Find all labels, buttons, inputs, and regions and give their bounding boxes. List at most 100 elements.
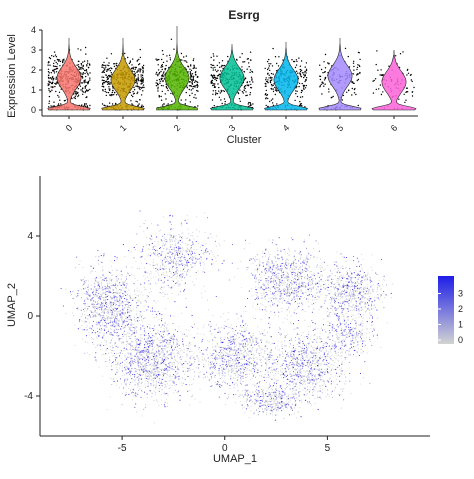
umap-point <box>133 257 134 258</box>
umap-point <box>125 378 126 379</box>
violin-jitter-point <box>193 77 194 78</box>
umap-point <box>142 251 143 252</box>
umap-point <box>122 375 123 376</box>
umap-point <box>132 300 133 301</box>
umap-point <box>157 250 158 251</box>
violin-jitter-point <box>166 55 167 56</box>
violin-jitter-point <box>54 72 55 73</box>
umap-point <box>102 324 103 325</box>
umap-point <box>158 241 159 242</box>
umap-point <box>124 350 125 351</box>
violin-jitter-point <box>88 74 89 75</box>
violin-jitter-point <box>106 58 107 59</box>
violin-jitter-point <box>111 72 112 73</box>
umap-point <box>152 239 153 240</box>
umap-point <box>172 215 173 216</box>
umap-point <box>178 363 179 364</box>
violin-jitter-point <box>413 87 414 88</box>
umap-point <box>185 250 186 251</box>
violin-jitter-point <box>220 92 221 93</box>
violin-jitter-point <box>325 67 326 68</box>
umap-point <box>239 355 240 356</box>
umap-point <box>259 347 260 348</box>
umap-point <box>112 355 113 356</box>
umap-point <box>182 254 183 255</box>
umap-point <box>156 400 157 401</box>
umap-point <box>169 367 170 368</box>
umap-point <box>145 375 146 376</box>
umap-point <box>76 257 77 258</box>
umap-point <box>138 376 139 377</box>
violin-jitter-point <box>189 81 190 82</box>
umap-point <box>128 354 129 355</box>
umap-point <box>108 310 109 311</box>
umap-point <box>122 296 123 297</box>
umap-point <box>117 293 118 294</box>
umap-point <box>102 302 103 303</box>
violin-jitter-point <box>171 39 172 40</box>
umap-point <box>242 320 243 321</box>
umap-point <box>137 344 138 345</box>
umap-point <box>107 292 108 293</box>
umap-point <box>236 313 237 314</box>
violin-jitter-point <box>112 90 113 91</box>
umap-point <box>259 375 260 376</box>
umap-point <box>159 350 160 351</box>
umap-point <box>145 364 146 365</box>
umap-point <box>165 261 166 262</box>
umap-point <box>125 295 126 296</box>
violin-jitter-point <box>402 51 403 52</box>
umap-point <box>106 281 107 282</box>
umap-point <box>113 361 114 362</box>
umap-point <box>138 357 139 358</box>
umap-point <box>167 334 168 335</box>
umap-point <box>109 312 110 313</box>
umap-point <box>193 379 194 380</box>
umap-point <box>100 315 101 316</box>
umap-point <box>183 344 184 345</box>
umap-point <box>165 356 166 357</box>
umap-point <box>101 342 102 343</box>
violin-jitter-point <box>85 70 86 71</box>
violin-jitter-point <box>266 77 267 78</box>
violin-cluster-5 <box>319 38 361 110</box>
umap-point <box>222 371 223 372</box>
violin-jitter-point <box>130 62 131 63</box>
umap-point <box>100 344 101 345</box>
umap-x-tick-label: 5 <box>325 443 331 454</box>
umap-point <box>232 331 233 332</box>
umap-point <box>131 334 132 335</box>
umap-point <box>167 330 168 331</box>
umap-point <box>130 335 131 336</box>
umap-point <box>188 254 189 255</box>
umap-point <box>87 352 88 353</box>
umap-point <box>130 345 131 346</box>
violin-jitter-point <box>358 105 359 106</box>
violin-jitter-point <box>134 71 135 72</box>
violin-jitter-point <box>139 63 140 64</box>
umap-point <box>124 320 125 321</box>
umap-point <box>162 376 163 377</box>
umap-point <box>219 243 220 244</box>
umap-point <box>98 297 99 298</box>
umap-point <box>144 259 145 260</box>
umap-point <box>117 285 118 286</box>
violin-jitter-point <box>227 56 228 57</box>
violin-jitter-point <box>215 90 216 91</box>
violin-jitter-point <box>321 82 322 83</box>
umap-point <box>70 291 71 292</box>
umap-point <box>178 251 179 252</box>
umap-point <box>156 314 157 315</box>
umap-point <box>98 336 99 337</box>
umap-point <box>204 252 205 253</box>
umap-point <box>162 368 163 369</box>
umap-point <box>156 236 157 237</box>
umap-point <box>162 236 163 237</box>
violin-jitter-point <box>300 73 301 74</box>
umap-point <box>182 233 183 234</box>
umap-point <box>82 314 83 315</box>
violin-jitter-point <box>303 89 304 90</box>
violin-jitter-point <box>404 94 405 95</box>
umap-point <box>147 381 148 382</box>
umap-point <box>174 249 175 250</box>
